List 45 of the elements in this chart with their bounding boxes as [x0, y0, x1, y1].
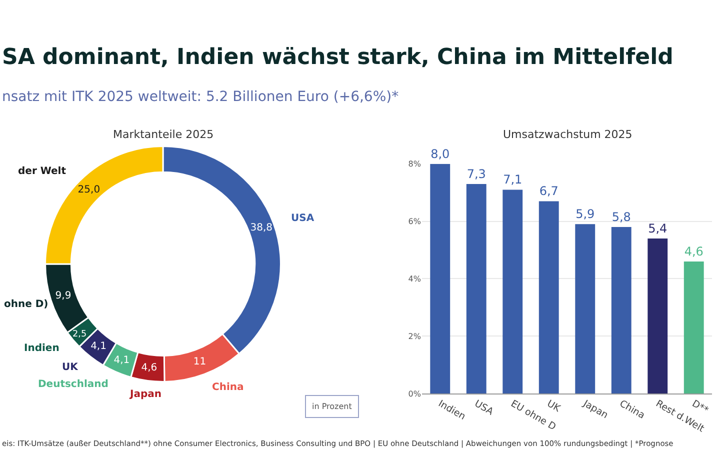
chart-title: Marktanteile 2025: [113, 128, 214, 141]
data-label: 2,5: [72, 330, 87, 340]
data-label: 6,7: [539, 184, 558, 198]
bar: [430, 164, 450, 394]
bar: [648, 238, 668, 394]
data-label: 5,9: [576, 207, 595, 222]
bar: [502, 190, 523, 394]
y-tick-label: 4%: [408, 274, 422, 284]
y-tick-label: 2%: [408, 332, 422, 341]
text: SA dominant, Indien wächst stark, China im Mittelfeld: [2, 45, 674, 70]
slice-label: Japan: [129, 389, 162, 400]
data-label: 4,1: [90, 341, 106, 352]
data-label: 7,3: [466, 167, 486, 181]
slice-label: Deutschland: [38, 379, 108, 390]
y-tick-label: 0%: [408, 389, 422, 398]
text: nsatz mit ITK 2025 weltweit: 5.2 Billionen Euro (+6,6%)*: [2, 89, 399, 105]
data-label: 4,1: [114, 354, 130, 366]
slice-label: Indien: [24, 343, 60, 354]
x-tick-label: D**: [690, 398, 710, 416]
bar: [538, 201, 559, 394]
data-label: 4,6: [684, 244, 704, 258]
data-label: 4,6: [141, 362, 158, 374]
bar: [466, 184, 486, 394]
slice-label: UK: [62, 362, 80, 373]
data-label: 38,8: [250, 222, 272, 234]
data-label: 25,0: [78, 184, 100, 196]
y-tick-label: 8%: [408, 160, 422, 169]
data-label: 11: [193, 356, 206, 368]
chart-title: Umsatzwachstum 2025: [503, 128, 632, 141]
bar: [611, 227, 632, 394]
data-label: 7,1: [503, 172, 522, 187]
bar: [684, 261, 704, 394]
data-label: 5,4: [648, 222, 668, 236]
data-label: 5,8: [612, 210, 631, 224]
y-tick-label: 6%: [408, 217, 422, 226]
text: in Prozent: [312, 402, 352, 411]
x-tick-label: USA: [472, 398, 496, 418]
data-label: 9,9: [55, 290, 72, 302]
bar: [575, 224, 596, 394]
slice-label: ohne D): [4, 299, 48, 310]
x-tick-label: UK: [545, 398, 563, 415]
slice-label: USA: [291, 213, 314, 224]
data-label: 8,0: [430, 146, 450, 161]
slice-label: China: [212, 382, 244, 393]
slice-label: der Welt: [18, 166, 66, 177]
